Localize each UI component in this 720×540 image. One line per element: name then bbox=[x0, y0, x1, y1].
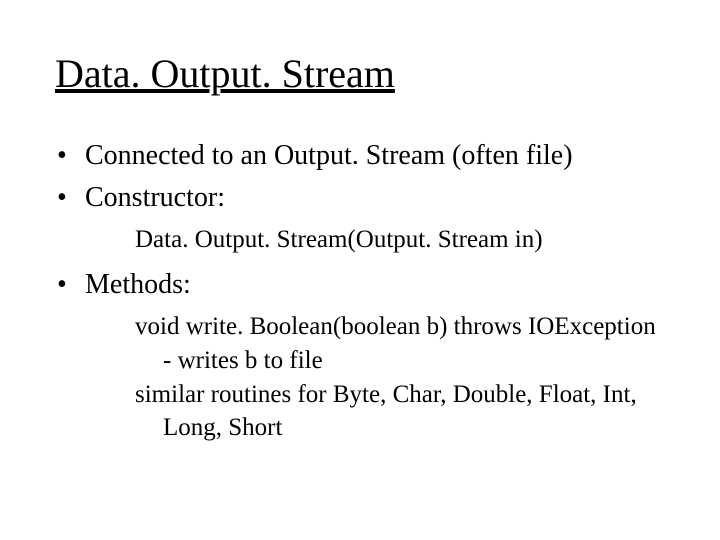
sub-text: Data. Output. Stream(Output. Stream in) bbox=[135, 223, 665, 257]
sub-block: Data. Output. Stream(Output. Stream in) bbox=[85, 223, 665, 257]
bullet-item: Methods: void write. Boolean(boolean b) … bbox=[55, 266, 665, 445]
bullet-item: Constructor: Data. Output. Stream(Output… bbox=[55, 179, 665, 257]
slide-title: Data. Output. Stream bbox=[55, 50, 665, 97]
slide: Data. Output. Stream Connected to an Out… bbox=[0, 0, 720, 540]
sub-text: void write. Boolean(boolean b) throws IO… bbox=[135, 310, 665, 378]
bullet-text: Methods: bbox=[85, 269, 191, 300]
bullet-item: Connected to an Output. Stream (often fi… bbox=[55, 137, 665, 175]
bullet-text: Connected to an Output. Stream (often fi… bbox=[85, 140, 573, 171]
sub-text: similar routines for Byte, Char, Double,… bbox=[135, 378, 665, 446]
sub-block: void write. Boolean(boolean b) throws IO… bbox=[85, 310, 665, 445]
bullet-text: Constructor: bbox=[85, 182, 225, 213]
bullet-list: Connected to an Output. Stream (often fi… bbox=[55, 137, 665, 445]
